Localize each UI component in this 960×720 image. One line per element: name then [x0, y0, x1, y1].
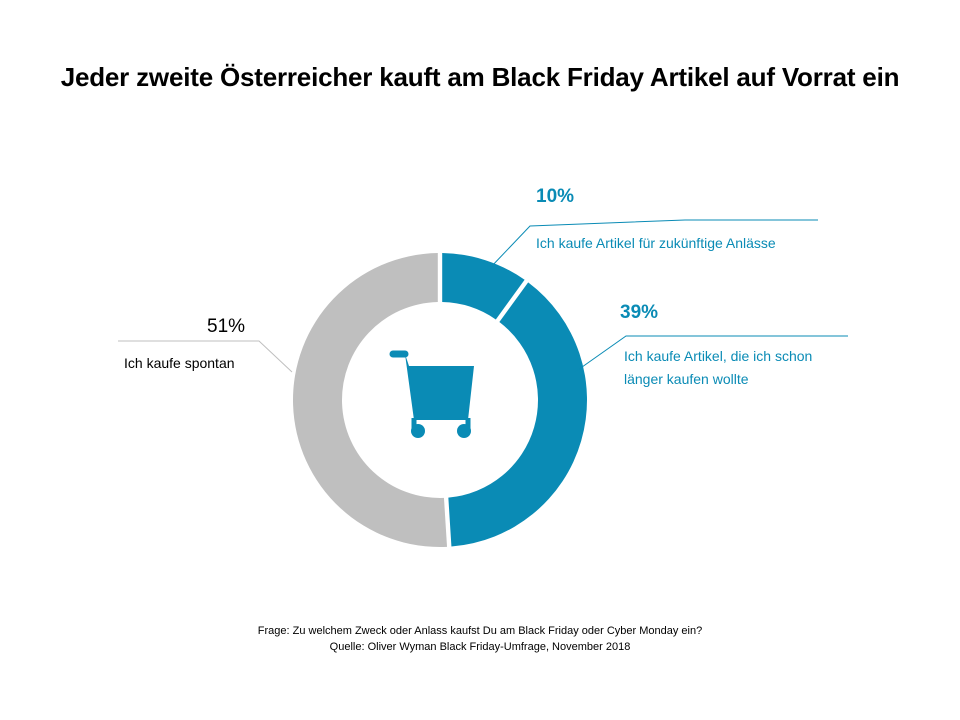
- slice-category-label: Ich kaufe spontan: [124, 355, 235, 371]
- leader-line: [118, 340, 293, 373]
- slice-value-label: 39%: [620, 302, 659, 323]
- donut-slice: [442, 253, 525, 320]
- leader-line: [574, 335, 848, 373]
- chart-title: Jeder zweite Österreicher kauft am Black…: [60, 62, 900, 92]
- donut-slice: [292, 253, 448, 548]
- shopping-cart-icon: [389, 350, 474, 438]
- leader-line: [489, 219, 818, 269]
- footnote-source: Quelle: Oliver Wyman Black Friday-Umfrag…: [329, 641, 631, 653]
- slice-category-label: Ich kaufe Artikel, die ich schon: [624, 348, 813, 364]
- slice-value-label: 10%: [536, 186, 575, 207]
- donut-slice: [448, 282, 587, 547]
- leader-lines: [118, 219, 848, 373]
- footnote-question: Frage: Zu welchem Zweck oder Anlass kauf…: [257, 625, 703, 637]
- donut-slices: [292, 253, 587, 548]
- slice-value-label: 51%: [207, 316, 246, 337]
- slice-category-label: Ich kaufe Artikel für zukünftige Anlässe: [536, 235, 776, 251]
- slice-category-label: länger kaufen wollte: [624, 371, 749, 387]
